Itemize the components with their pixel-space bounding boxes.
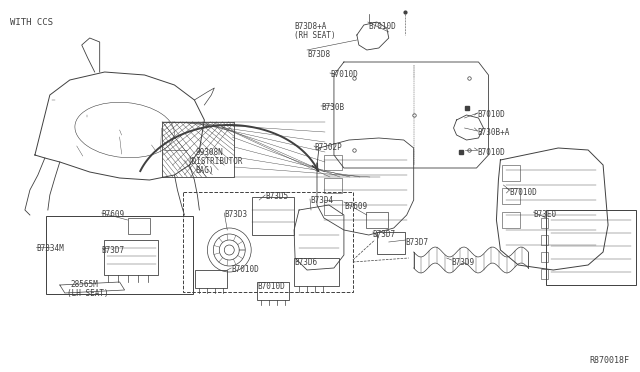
Text: B730B+A: B730B+A: [477, 128, 510, 137]
Text: B7609: B7609: [102, 210, 125, 219]
Text: B7010D: B7010D: [330, 70, 358, 79]
Bar: [547, 210, 636, 285]
Text: B7010D: B7010D: [257, 282, 285, 291]
Bar: [366, 212, 388, 228]
Bar: [541, 235, 548, 245]
Text: B73D9: B73D9: [452, 258, 475, 267]
Text: (DISTRIBUTOR: (DISTRIBUTOR: [188, 157, 243, 166]
Text: B73D7: B73D7: [373, 230, 396, 239]
Text: B7010D: B7010D: [369, 22, 397, 31]
Text: B7010D: B7010D: [231, 265, 259, 274]
Bar: [184, 192, 353, 292]
Text: B73D6: B73D6: [294, 258, 317, 267]
Bar: [195, 270, 227, 288]
Bar: [324, 178, 342, 193]
Bar: [127, 218, 150, 234]
Text: B7010D: B7010D: [509, 188, 537, 197]
Text: WITH CCS: WITH CCS: [10, 18, 53, 27]
Text: B73D5: B73D5: [265, 192, 288, 201]
Text: (LH SEAT): (LH SEAT): [67, 289, 108, 298]
Bar: [257, 282, 289, 300]
Text: 28565M: 28565M: [71, 280, 99, 289]
Text: (RH SEAT): (RH SEAT): [294, 31, 336, 40]
Bar: [104, 240, 159, 275]
Text: B73D3: B73D3: [224, 210, 248, 219]
Bar: [46, 216, 193, 294]
Bar: [252, 197, 294, 235]
Text: R870018F: R870018F: [589, 356, 629, 365]
Text: B7302P: B7302P: [314, 143, 342, 152]
Text: 99308N: 99308N: [195, 148, 223, 157]
Bar: [163, 122, 234, 177]
Bar: [324, 200, 342, 215]
Text: B73D8: B73D8: [307, 50, 330, 59]
Bar: [502, 165, 520, 181]
Bar: [502, 188, 520, 204]
Bar: [294, 258, 339, 286]
Text: BAG): BAG): [195, 166, 214, 175]
Bar: [324, 155, 342, 170]
Text: B73D4: B73D4: [310, 196, 333, 205]
Text: B730B: B730B: [321, 103, 344, 112]
Bar: [541, 252, 548, 262]
Text: B7010D: B7010D: [477, 148, 505, 157]
Bar: [541, 218, 548, 228]
Text: B73D8+A: B73D8+A: [294, 22, 326, 31]
Text: B7010D: B7010D: [477, 110, 505, 119]
Text: B73D7: B73D7: [102, 246, 125, 255]
Bar: [541, 269, 548, 279]
Text: B73D7: B73D7: [406, 238, 429, 247]
Text: B73E0: B73E0: [533, 210, 556, 219]
Bar: [377, 232, 404, 254]
Text: B7609: B7609: [344, 202, 367, 211]
Text: B7334M: B7334M: [36, 244, 63, 253]
Bar: [502, 212, 520, 228]
